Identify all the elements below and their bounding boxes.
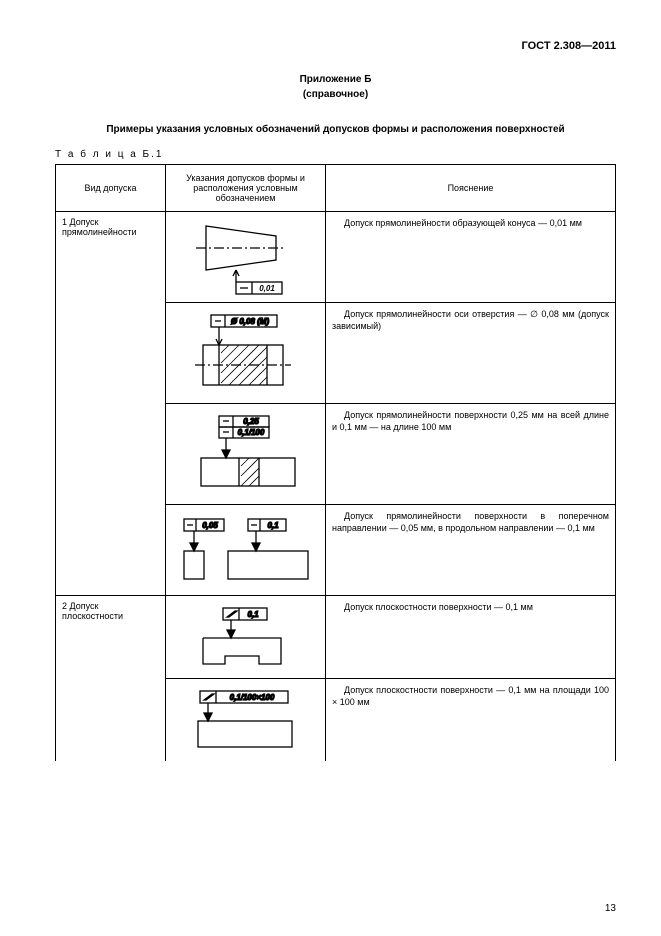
diagram-cell: 0,01 bbox=[166, 212, 326, 303]
tolerance-type: 2 Допуск плоскостности bbox=[56, 596, 166, 762]
svg-text:0,05: 0,05 bbox=[202, 521, 218, 530]
svg-text:0,1/100×100: 0,1/100×100 bbox=[229, 693, 274, 702]
col-header-note: Пояснение bbox=[326, 165, 616, 212]
diagram-cell: 0,1 bbox=[166, 596, 326, 679]
diagram-cell: Ø 0,08 (M) bbox=[166, 303, 326, 404]
tolerance-type: 1 Допуск прямолинейности bbox=[56, 212, 166, 596]
diagram-cell: 0,05 0,1 bbox=[166, 505, 326, 596]
svg-text:0,25: 0,25 bbox=[243, 417, 259, 426]
table-label: Т а б л и ц а Б.1 bbox=[55, 149, 616, 160]
col-header-type: Вид допуска bbox=[56, 165, 166, 212]
diagram-surface-len: 0,25 0,1/100 bbox=[181, 410, 311, 498]
svg-text:0,01: 0,01 bbox=[259, 284, 275, 293]
explanation: Допуск прямолинейности оси отверстия — ∅… bbox=[326, 303, 616, 404]
explanation: Допуск прямолинейности образующей конуса… bbox=[326, 212, 616, 303]
diagram-flatness-area: 0,1/100×100 bbox=[176, 685, 316, 755]
diagram-two-dir: 0,05 0,1 bbox=[176, 511, 316, 589]
diagram-flatness: 0,1 bbox=[181, 602, 311, 672]
tolerance-table: Вид допуска Указания допусков формы и ра… bbox=[55, 164, 616, 761]
svg-text:0,1: 0,1 bbox=[267, 521, 279, 530]
page: ГОСТ 2.308—2011 Приложение Б (справочное… bbox=[0, 0, 661, 936]
diagram-hole-axis: Ø 0,08 (M) bbox=[181, 309, 311, 397]
annex-title: Приложение Б bbox=[55, 74, 616, 85]
explanation: Допуск плоскостности поверхности — 0,1 м… bbox=[326, 679, 616, 762]
explanation: Допуск прямолинейности поверхности 0,25 … bbox=[326, 404, 616, 505]
svg-text:Ø 0,08 (M): Ø 0,08 (M) bbox=[230, 317, 269, 326]
diagram-cell: 0,1/100×100 bbox=[166, 679, 326, 762]
section-caption: Примеры указания условных обозначений до… bbox=[55, 124, 616, 135]
table-row: 2 Допуск плоскостности 0,1 Допуск пл bbox=[56, 596, 616, 679]
svg-text:0,1/100: 0,1/100 bbox=[237, 428, 264, 437]
page-number: 13 bbox=[605, 903, 616, 914]
diagram-cone: 0,01 bbox=[181, 218, 311, 296]
table-row: 1 Допуск прямолинейности 0,01 Допуск п bbox=[56, 212, 616, 303]
svg-text:0,1: 0,1 bbox=[247, 610, 259, 619]
table-header-row: Вид допуска Указания допусков формы и ра… bbox=[56, 165, 616, 212]
standard-code: ГОСТ 2.308—2011 bbox=[55, 40, 616, 52]
col-header-symbol: Указания допусков формы и расположения у… bbox=[166, 165, 326, 212]
annex-type: (справочное) bbox=[55, 89, 616, 100]
explanation: Допуск плоскостности поверхности — 0,1 м… bbox=[326, 596, 616, 679]
diagram-cell: 0,25 0,1/100 bbox=[166, 404, 326, 505]
explanation: Допуск прямолинейности поверхности в поп… bbox=[326, 505, 616, 596]
